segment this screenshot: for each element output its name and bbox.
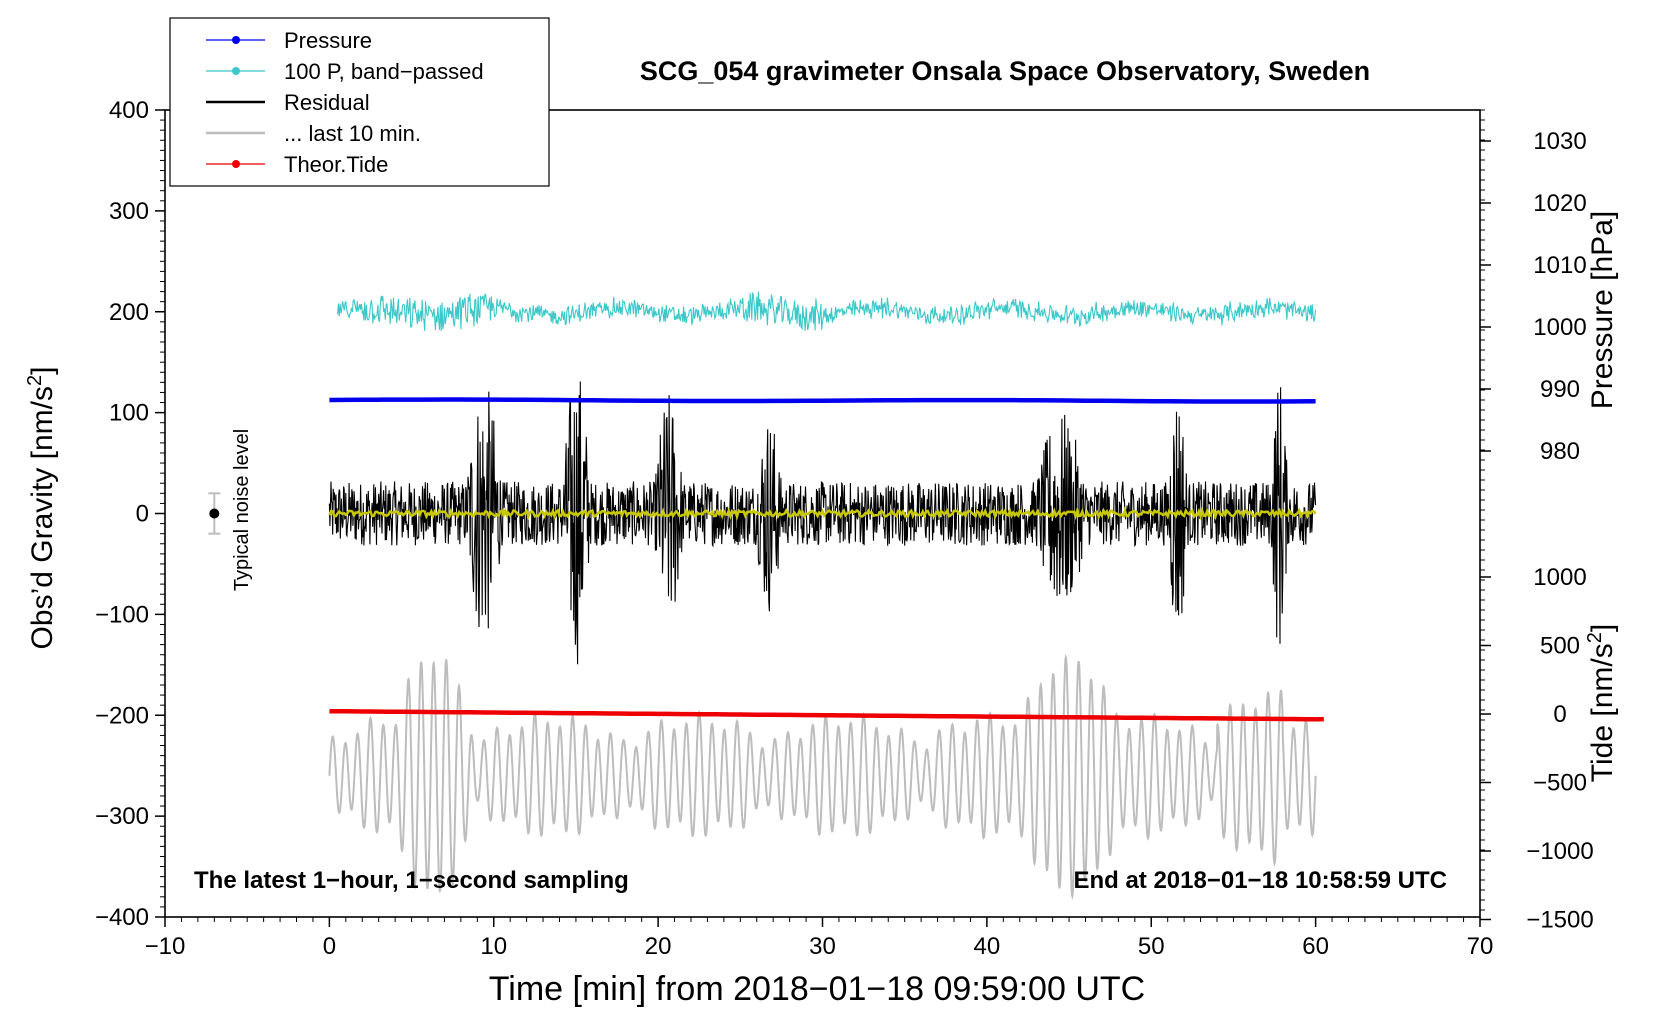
annotation-end-time: End at 2018−01−18 10:58:59 UTC <box>1073 867 1447 894</box>
series-residual <box>328 381 1317 665</box>
y-axis-label-left: Obs’d Gravity [nm/s2] <box>24 367 59 650</box>
y-axis-label-tide: Tide [nm/s2] <box>1584 624 1619 782</box>
tide-tick-label: 0 <box>1553 701 1566 728</box>
pressure-tick-label: 1030 <box>1533 128 1586 155</box>
series-last-10-min <box>328 653 1317 900</box>
series-theor-tide <box>329 708 1324 722</box>
y-tick-label: 100 <box>109 400 149 427</box>
y-axis-label-pressure: Pressure [hPa] <box>1586 211 1619 409</box>
y-tick-label: 0 <box>136 501 149 528</box>
legend-label: ... last 10 min. <box>284 121 421 146</box>
x-tick-label: 10 <box>480 933 507 960</box>
y-tick-label: 200 <box>109 299 149 326</box>
series-pressure-bandpassed <box>337 291 1317 331</box>
tide-tick-label: 500 <box>1540 633 1580 660</box>
legend-label: 100 P, band−passed <box>284 59 484 84</box>
chart-title: SCG_054 gravimeter Onsala Space Observat… <box>640 56 1370 86</box>
noise-level-label: Typical noise level <box>231 429 253 591</box>
x-tick-label: 40 <box>974 933 1001 960</box>
legend-label: Residual <box>284 90 370 115</box>
x-tick-label: 50 <box>1138 933 1165 960</box>
x-tick-label: 30 <box>809 933 836 960</box>
tide-tick-label: −500 <box>1533 770 1587 797</box>
y-tick-label: −200 <box>95 702 149 729</box>
annotation-sampling: The latest 1−hour, 1−second sampling <box>194 867 629 894</box>
x-tick-label: 20 <box>645 933 672 960</box>
legend-marker <box>232 36 240 44</box>
legend-marker <box>232 160 240 168</box>
legend-marker <box>232 67 240 75</box>
pressure-tick-label: 1020 <box>1533 190 1586 217</box>
legend-label: Pressure <box>284 28 372 53</box>
pressure-tick-label: 1010 <box>1533 252 1586 279</box>
y-tick-label: 300 <box>109 198 149 225</box>
x-tick-label: 0 <box>323 933 336 960</box>
pressure-tick-label: 990 <box>1540 376 1580 403</box>
noise-bar-point <box>209 508 220 519</box>
y-tick-label: −100 <box>95 601 149 628</box>
x-axis-label: Time [min] from 2018−01−18 09:59:00 UTC <box>489 970 1145 1008</box>
tide-tick-label: 1000 <box>1533 564 1586 591</box>
tide-tick-label: −1000 <box>1526 838 1593 865</box>
x-tick-label: 70 <box>1467 933 1494 960</box>
series-residual-smoothed <box>328 506 1317 521</box>
x-tick-label: −10 <box>145 933 186 960</box>
pressure-tick-label: 1000 <box>1533 314 1586 341</box>
series-pressure <box>329 397 1316 404</box>
pressure-tick-label: 980 <box>1540 438 1580 465</box>
y-tick-label: −300 <box>95 803 149 830</box>
x-tick-label: 60 <box>1302 933 1329 960</box>
legend-label: Theor.Tide <box>284 152 388 177</box>
tide-tick-label: −1500 <box>1526 907 1593 934</box>
y-tick-label: −400 <box>95 904 149 931</box>
y-tick-label: 400 <box>109 97 149 124</box>
